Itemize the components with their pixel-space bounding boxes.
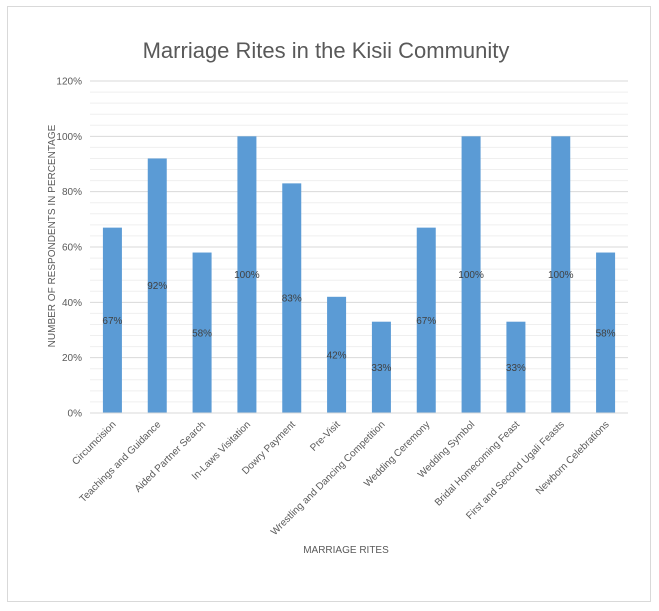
y-tick-label: 0% <box>68 409 83 420</box>
data-label: 67% <box>416 316 436 327</box>
bar <box>282 183 302 413</box>
y-tick-label: 60% <box>62 243 82 254</box>
data-label: 92% <box>147 281 167 292</box>
y-tick-label: 20% <box>62 353 82 364</box>
x-category-label: Newborn Celebrations <box>534 419 612 497</box>
data-label: 58% <box>192 328 212 339</box>
x-category-label: Teachings and Guidance <box>78 419 164 505</box>
bar <box>506 321 526 413</box>
data-label: 83% <box>282 294 302 305</box>
bar <box>461 136 481 414</box>
bar <box>327 296 347 413</box>
bar <box>102 227 122 413</box>
bar <box>147 158 167 413</box>
y-tick-label: 40% <box>62 298 82 309</box>
gridlines <box>90 80 628 414</box>
x-category-label: Pre-Visit <box>308 419 343 454</box>
data-label: 100% <box>234 270 260 281</box>
bar <box>237 136 257 414</box>
y-axis-ticks: 0% 20% 40% 60% 80% 100% 120% <box>56 77 82 420</box>
bar <box>551 136 571 414</box>
x-category-label: Bridal Homecoming Feast <box>433 419 522 508</box>
bar <box>371 321 391 413</box>
data-label: 33% <box>506 363 526 374</box>
data-label: 33% <box>371 363 391 374</box>
y-tick-label: 100% <box>56 132 82 143</box>
chart-title: Marriage Rites in the Kisii Community <box>143 38 510 63</box>
bar <box>192 252 212 413</box>
y-tick-label: 80% <box>62 187 82 198</box>
bar <box>596 252 616 413</box>
x-category-label: Circumcision <box>70 419 118 467</box>
bar <box>416 227 436 413</box>
data-label: 58% <box>596 328 616 339</box>
data-label: 42% <box>327 350 347 361</box>
data-label: 100% <box>458 270 484 281</box>
data-label: 67% <box>102 316 122 327</box>
data-labels: 67% 92% 58% 100% 83% 42% 33% 67% 100% 33% 100% 58% <box>102 270 615 374</box>
bars <box>102 136 616 414</box>
y-axis-title: NUMBER OF RESPONDENTS IN PERCENTAGE <box>47 124 58 347</box>
x-axis-title: MARRIAGE RITES <box>303 545 389 556</box>
y-tick-label: 120% <box>56 77 82 88</box>
data-label: 100% <box>548 270 574 281</box>
